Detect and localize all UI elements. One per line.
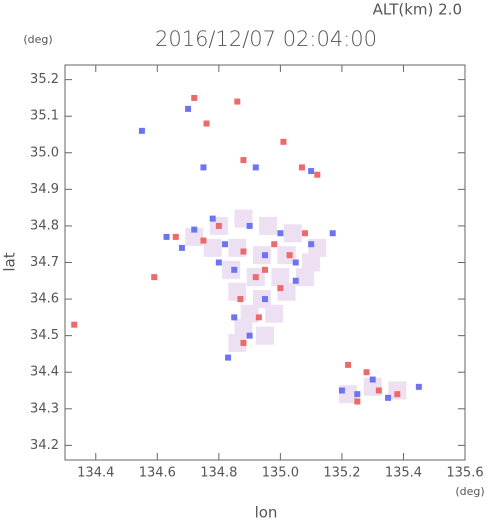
y-tick-label: 34.2 xyxy=(30,438,59,453)
data-point xyxy=(240,339,247,346)
data-point xyxy=(363,369,370,376)
data-point xyxy=(191,94,198,101)
data-point xyxy=(415,383,422,390)
data-point xyxy=(185,105,192,112)
data-point xyxy=(252,246,271,265)
data-point xyxy=(252,290,271,309)
data-point xyxy=(231,266,238,273)
data-point xyxy=(246,332,253,339)
data-point xyxy=(191,226,198,233)
data-point xyxy=(209,215,216,222)
data-point xyxy=(262,296,268,303)
data-point xyxy=(283,224,302,243)
data-point xyxy=(252,274,259,281)
data-point xyxy=(329,230,336,237)
data-point xyxy=(277,285,284,292)
data-point xyxy=(215,222,222,229)
data-point xyxy=(222,241,228,248)
x-tick-label: 135.6 xyxy=(446,466,483,481)
data-point xyxy=(375,387,382,394)
data-point xyxy=(203,238,222,257)
data-point xyxy=(277,246,296,265)
data-point xyxy=(246,222,253,229)
y-tick-label: 34.7 xyxy=(30,255,59,270)
x-tick-label: 135.4 xyxy=(385,466,422,481)
data-point xyxy=(138,127,145,134)
data-point xyxy=(228,282,247,301)
data-point xyxy=(302,230,308,237)
data-point xyxy=(354,398,361,405)
y-tick-label: 34.5 xyxy=(30,328,59,343)
data-point xyxy=(394,391,401,398)
y-tick-label: 35.2 xyxy=(30,72,59,87)
data-point xyxy=(237,296,244,303)
data-point xyxy=(240,248,247,255)
data-point xyxy=(292,277,299,284)
data-point xyxy=(228,333,247,352)
data-point xyxy=(234,98,241,105)
y-unit: (deg) xyxy=(23,33,52,46)
data-point xyxy=(231,314,238,321)
y-tick-label: 34.4 xyxy=(30,365,59,380)
data-point xyxy=(277,230,284,237)
chart-title: 2016/12/07 02:04:00 xyxy=(155,27,377,51)
data-point xyxy=(286,252,293,259)
y-tick-label: 34.8 xyxy=(30,218,59,233)
y-tick-label: 35.0 xyxy=(30,145,59,160)
y-tick-label: 35.1 xyxy=(30,109,59,124)
data-point xyxy=(240,304,259,323)
data-point xyxy=(256,326,274,345)
data-point xyxy=(240,157,247,164)
data-point xyxy=(388,381,407,400)
data-point xyxy=(151,274,158,281)
data-point xyxy=(203,120,210,127)
y-tick-label: 34.3 xyxy=(30,401,59,416)
data-point xyxy=(200,237,207,244)
data-point xyxy=(385,394,392,401)
x-unit: (deg) xyxy=(455,485,484,498)
data-point xyxy=(255,314,262,321)
data-point xyxy=(271,268,290,287)
data-point xyxy=(262,252,268,259)
data-point xyxy=(298,164,305,171)
y-axis-label: lat xyxy=(1,252,19,271)
data-point xyxy=(308,241,315,248)
data-point xyxy=(172,233,179,240)
data-point xyxy=(215,259,222,266)
data-point xyxy=(314,171,321,178)
data-point xyxy=(163,233,170,240)
data-point xyxy=(369,376,376,383)
data-point xyxy=(338,387,345,394)
data-point xyxy=(280,138,287,145)
data-point xyxy=(200,164,207,171)
data-point xyxy=(252,164,259,171)
x-tick-label: 135.0 xyxy=(262,466,299,481)
data-point xyxy=(271,241,278,248)
data-point xyxy=(354,391,361,398)
data-point xyxy=(265,304,284,323)
data-point xyxy=(225,354,232,361)
x-tick-label: 135.2 xyxy=(323,466,360,481)
data-point xyxy=(308,168,315,175)
data-point xyxy=(185,227,204,246)
data-point xyxy=(222,260,241,279)
data-point xyxy=(71,321,78,328)
y-tick-label: 34.9 xyxy=(30,182,59,197)
data-point xyxy=(259,216,278,235)
data-point xyxy=(296,268,314,287)
subtitle: ALT(km) 2.0 xyxy=(373,1,462,19)
data-point xyxy=(345,361,352,368)
data-point xyxy=(302,253,321,272)
y-tick-label: 34.6 xyxy=(30,292,59,307)
x-tick-label: 134.4 xyxy=(77,466,114,481)
x-tick-label: 134.8 xyxy=(200,466,237,481)
data-point xyxy=(262,266,268,273)
x-axis-label: lon xyxy=(255,504,278,521)
x-tick-label: 134.6 xyxy=(139,466,176,481)
data-point xyxy=(178,244,185,251)
data-point xyxy=(292,259,299,266)
